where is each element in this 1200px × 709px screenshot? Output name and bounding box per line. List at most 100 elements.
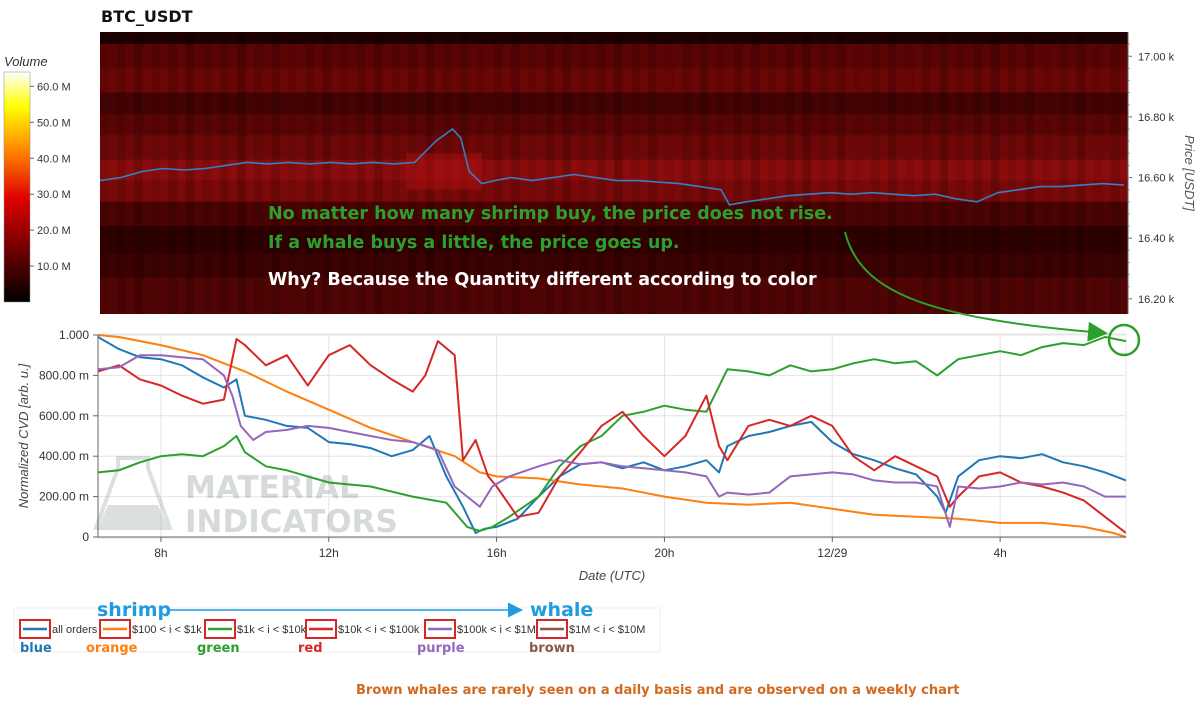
annotation-line-1: No matter how many shrimp buy, the price… — [268, 204, 833, 224]
watermark: MATERIAL INDICATORS — [93, 456, 398, 540]
heatmap-column — [237, 32, 246, 314]
heatmap-column — [1093, 32, 1103, 314]
x-axis-label: Date (UTC) — [579, 568, 645, 583]
legend-label: $1M < i < $10M — [569, 624, 645, 636]
y-tick-label: 1.000 — [59, 328, 89, 342]
legend-swatch-box — [305, 619, 337, 639]
colorbar-tick-label: 10.0 M — [37, 261, 71, 273]
series-line — [98, 338, 1126, 534]
highlight-circle — [1107, 323, 1141, 357]
heatmap-column — [836, 32, 846, 314]
x-tick-label: 20h — [654, 546, 674, 560]
heatmap-band — [100, 226, 1128, 254]
colorbar-tick-label: 30.0 M — [37, 189, 71, 201]
heatmap-band — [100, 113, 1128, 136]
heatmap-column — [768, 32, 777, 314]
legend-color-name: green — [197, 641, 240, 656]
legend-label: $100 < i < $1k — [132, 624, 202, 636]
x-tick-label: 12h — [319, 546, 339, 560]
legend-item[interactable]: $10k < i < $100k red — [298, 619, 420, 656]
heatmap-column — [733, 32, 743, 314]
series-line — [98, 334, 1126, 538]
heatmap-column — [391, 32, 400, 314]
heatmap-column — [305, 32, 315, 314]
heatmap-column — [802, 32, 812, 314]
footer-note: Brown whales are rarely seen on a daily … — [356, 683, 960, 698]
heatmap-column — [100, 32, 109, 314]
heatmap-band — [100, 180, 1128, 202]
y-tick-label: 200.00 m — [39, 490, 89, 504]
legend-item[interactable]: $100 < i < $1k orange — [86, 619, 202, 656]
heatmap-column — [888, 32, 897, 314]
legend-color-name: red — [298, 641, 323, 656]
legend-color-name: purple — [417, 641, 465, 656]
heatmap-column — [631, 32, 640, 314]
legend-item[interactable]: $1k < i < $10k green — [197, 619, 307, 656]
heatmap-band — [100, 159, 1128, 181]
colorbar-label: Volume — [4, 54, 48, 69]
heatmap-column — [596, 32, 606, 314]
heatmap-column — [374, 32, 383, 314]
colorbar-tick-label: 20.0 M — [37, 225, 71, 237]
watermark-line-2: INDICATORS — [185, 504, 398, 540]
heatmap-column — [168, 32, 178, 314]
watermark-line-1: MATERIAL — [185, 470, 359, 506]
x-tick-label: 8h — [154, 546, 167, 560]
legend-swatch-box — [99, 619, 131, 639]
colorbar-tick-label: 50.0 M — [37, 117, 71, 129]
heatmap-column — [579, 32, 589, 314]
heatmap-column — [665, 32, 674, 314]
heatmap-column — [117, 32, 126, 314]
heatmap-column — [545, 32, 555, 314]
heatmap-column — [202, 32, 212, 314]
heatmap-column — [1059, 32, 1069, 314]
heatmap-column — [322, 32, 332, 314]
series-line — [98, 354, 1126, 528]
heatmap-column — [185, 32, 195, 314]
heatmap-column — [682, 32, 692, 314]
colorbar-tick-label: 40.0 M — [37, 153, 71, 165]
heatmap-band — [100, 32, 1128, 45]
heatmap-column — [1042, 32, 1051, 314]
x-tick-label: 4h — [993, 546, 1006, 560]
legend-whale: whale — [530, 599, 593, 621]
heatmap-band — [100, 44, 1128, 69]
heatmap-column — [956, 32, 966, 314]
heatmap-column — [1076, 32, 1086, 314]
heatmap-column — [785, 32, 794, 314]
heatmap-column — [562, 32, 572, 314]
heatmap-column — [973, 32, 983, 314]
heatmap-column — [288, 32, 298, 314]
price-axis-label: Price [USDT] — [1182, 135, 1197, 211]
price-tick-label: 16.20 k — [1138, 294, 1175, 306]
highlight-arrow — [844, 231, 1108, 342]
heatmap-column — [716, 32, 726, 314]
heatmap-column — [751, 32, 760, 314]
annotation-line-2: If a whale buys a little, the price goes… — [268, 233, 680, 253]
legend-item[interactable]: $1M < i < $10M brown — [529, 619, 645, 656]
price-tick-label: 17.00 k — [1138, 51, 1175, 63]
heatmap-band — [100, 68, 1128, 93]
legend-label: $1k < i < $10k — [237, 624, 307, 636]
heatmap-band — [100, 253, 1128, 278]
chart-title: BTC_USDT — [101, 7, 193, 26]
heatmap-column — [699, 32, 709, 314]
colorbar-tick-label: 60.0 M — [37, 81, 71, 93]
heatmap-column — [1008, 32, 1017, 314]
legend-item[interactable]: $100k < i < $1M purple — [417, 619, 536, 656]
heatmap-band — [100, 92, 1128, 114]
heatmap-column — [853, 32, 863, 314]
heatmap-column — [1110, 32, 1120, 314]
y-tick-label: 0 — [82, 530, 89, 544]
heatmap-band — [100, 201, 1128, 227]
heatmap-column — [151, 32, 160, 314]
price-tick-label: 16.80 k — [1138, 112, 1175, 124]
heatmap-column — [614, 32, 623, 314]
heatmap-column — [254, 32, 263, 314]
legend-swatch-box — [424, 619, 456, 639]
heatmap-band — [100, 277, 1128, 314]
legend-color-name: orange — [86, 641, 138, 656]
heatmap-column — [939, 32, 949, 314]
